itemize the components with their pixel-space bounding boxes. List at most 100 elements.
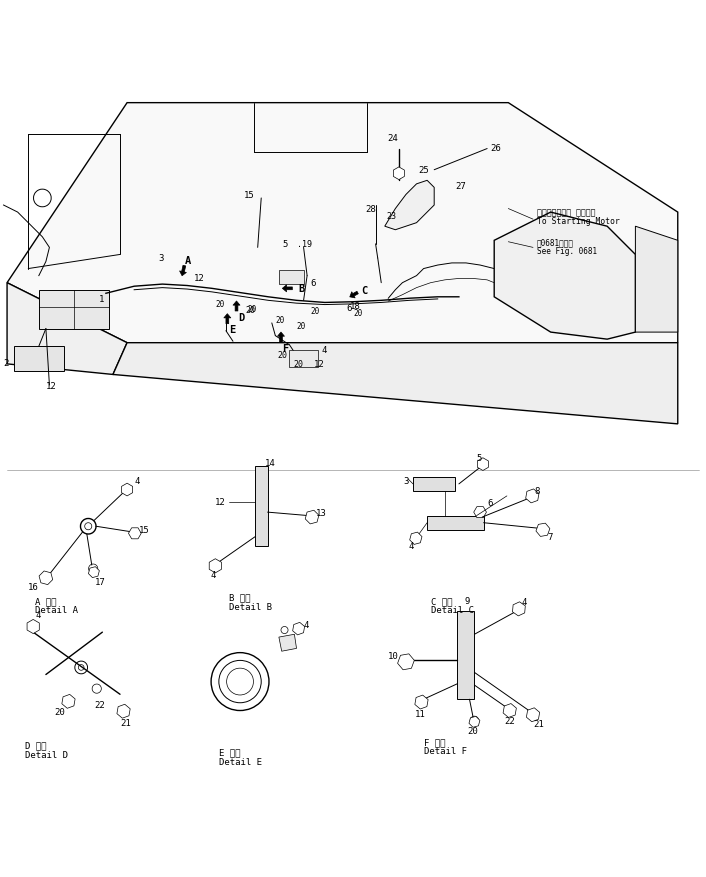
Text: 20: 20 (247, 305, 256, 314)
Text: 3: 3 (159, 254, 164, 263)
Text: See Fig. 0681: See Fig. 0681 (537, 246, 597, 255)
Text: 15: 15 (244, 190, 254, 200)
Polygon shape (14, 346, 64, 372)
Text: F: F (282, 343, 289, 353)
Text: 12: 12 (314, 360, 325, 369)
Text: 20: 20 (275, 316, 285, 324)
Polygon shape (397, 654, 414, 670)
Polygon shape (279, 635, 297, 652)
Text: 12: 12 (215, 497, 226, 506)
Text: スターティング モータヘ: スターティング モータヘ (537, 209, 595, 217)
Text: D: D (239, 312, 245, 322)
Text: 21: 21 (533, 720, 544, 729)
Polygon shape (113, 343, 678, 424)
Text: Detail F: Detail F (424, 746, 467, 755)
Text: 4: 4 (134, 476, 140, 485)
Text: 20: 20 (246, 306, 256, 315)
Polygon shape (209, 560, 222, 574)
Text: F 詳細: F 詳細 (424, 738, 445, 746)
Polygon shape (427, 516, 484, 531)
Text: 第0681図参照: 第0681図参照 (537, 238, 573, 247)
Text: 20: 20 (353, 309, 362, 317)
Text: Detail A: Detail A (35, 605, 78, 615)
Text: 5: 5 (282, 240, 288, 249)
Text: C: C (361, 285, 368, 296)
Text: 26: 26 (491, 144, 501, 153)
Text: B: B (298, 283, 304, 293)
Text: 25: 25 (418, 166, 429, 175)
Text: 3: 3 (404, 476, 409, 485)
Text: 2: 2 (4, 359, 9, 367)
Polygon shape (413, 477, 455, 491)
Text: 11: 11 (415, 709, 426, 718)
Text: To Starting Motor: To Starting Motor (537, 217, 619, 225)
Polygon shape (88, 567, 100, 578)
Text: 23: 23 (387, 212, 397, 221)
Text: 4: 4 (304, 620, 309, 629)
Text: 17: 17 (95, 577, 106, 586)
Text: 4: 4 (321, 346, 327, 355)
Text: 6: 6 (311, 279, 316, 288)
Text: 20: 20 (293, 360, 303, 369)
Polygon shape (513, 602, 525, 617)
Polygon shape (526, 489, 539, 503)
Text: 4: 4 (35, 610, 41, 619)
Text: 1: 1 (99, 295, 104, 303)
Text: 20: 20 (467, 726, 478, 735)
Text: 20: 20 (311, 307, 320, 316)
Polygon shape (415, 695, 428, 709)
Text: 8: 8 (534, 487, 540, 496)
Text: 20: 20 (277, 351, 287, 360)
Text: 12: 12 (194, 274, 205, 282)
Polygon shape (27, 620, 40, 634)
Text: 28: 28 (366, 205, 376, 214)
Polygon shape (117, 704, 130, 718)
Text: B 詳細: B 詳細 (229, 593, 251, 602)
Text: 16: 16 (28, 582, 39, 591)
Polygon shape (474, 507, 486, 518)
Text: 4: 4 (408, 541, 414, 550)
Text: Detail C: Detail C (431, 605, 474, 615)
Polygon shape (385, 182, 434, 231)
Text: 24: 24 (387, 134, 397, 143)
Text: Detail B: Detail B (229, 602, 273, 611)
Polygon shape (62, 695, 75, 709)
Text: 21: 21 (120, 718, 131, 727)
Polygon shape (457, 611, 474, 700)
Text: Detail D: Detail D (25, 750, 68, 759)
Text: E 詳細: E 詳細 (219, 748, 240, 757)
Text: 7: 7 (547, 532, 553, 542)
Text: 5: 5 (477, 453, 482, 463)
Text: 4: 4 (210, 570, 216, 579)
Text: 12: 12 (46, 381, 56, 390)
Text: 20: 20 (54, 707, 65, 716)
Polygon shape (494, 213, 635, 339)
Polygon shape (477, 459, 489, 471)
Polygon shape (635, 227, 678, 332)
Text: A: A (185, 256, 191, 266)
Text: A 詳細: A 詳細 (35, 596, 56, 605)
Text: 13: 13 (316, 508, 327, 517)
Polygon shape (39, 571, 53, 585)
Text: 18: 18 (349, 302, 360, 310)
Text: 22: 22 (505, 717, 515, 725)
Text: 20: 20 (297, 321, 306, 330)
Polygon shape (393, 168, 405, 181)
Text: 27: 27 (455, 182, 466, 190)
Text: 10: 10 (388, 652, 399, 660)
Polygon shape (503, 703, 516, 717)
Polygon shape (279, 271, 304, 285)
Polygon shape (469, 717, 480, 727)
Polygon shape (121, 483, 133, 496)
Polygon shape (305, 510, 319, 524)
Text: 20: 20 (215, 300, 225, 309)
Polygon shape (7, 283, 127, 375)
Text: .19: .19 (297, 240, 311, 249)
Text: 4: 4 (521, 597, 527, 607)
Text: Detail E: Detail E (219, 757, 262, 766)
Text: 15: 15 (139, 525, 150, 535)
Text: C 詳細: C 詳細 (431, 596, 452, 605)
Text: 9: 9 (465, 596, 470, 605)
Polygon shape (293, 623, 304, 635)
Text: 14: 14 (265, 459, 275, 467)
